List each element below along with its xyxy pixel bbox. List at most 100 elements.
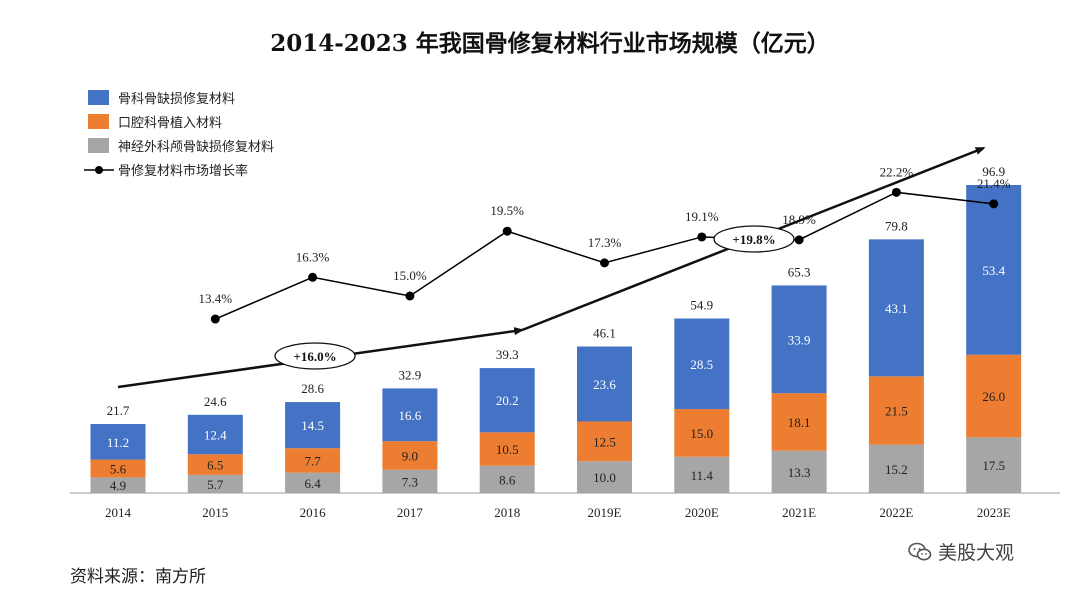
growth-point [600,258,609,268]
growth-label: 17.3% [588,235,622,250]
bar-value-label: 9.0 [402,448,418,463]
bar-value-label: 6.5 [207,458,223,473]
bar-value-label: 21.5 [885,404,908,419]
bar-total-label: 65.3 [788,264,811,279]
x-tick-label: 2016 [300,505,327,520]
growth-label: 21.4% [977,176,1011,191]
cagr-badge [713,225,795,253]
bar-value-label: 28.5 [690,357,713,372]
bar-value-label: 43.1 [885,301,908,316]
bar-segment [577,461,632,493]
bar-value-label: 7.7 [304,453,321,468]
legend-swatch [88,90,109,105]
legend-label: 神经外科颅骨缺损修复材料 [118,140,274,155]
watermark: 美股大观 [908,538,1014,565]
bar-value-label: 15.0 [690,426,713,441]
bar-value-label: 16.6 [399,408,422,423]
bar-total-label: 54.9 [690,297,713,312]
bar-segment [577,421,632,462]
bar-value-label: 4.9 [110,478,126,493]
bar-segment [90,459,146,478]
growth-label: 15.0% [393,268,427,283]
x-tick-label: 2021E [782,505,816,520]
growth-point [405,291,415,301]
bar-segment [868,239,924,377]
bar-value-label: 33.9 [788,332,811,347]
legend-swatch [88,114,109,129]
bar-value-label: 17.5 [982,458,1005,473]
bar-value-label: 20.2 [496,393,519,408]
bar-total-label: 24.6 [204,394,227,409]
bar-segment [577,346,632,422]
bar-segment [771,450,827,493]
plot-area: 4.95.6 11.2 21.7 2014 5.7 6.5 12.4 24.6 2015 6.4 7… [70,146,1060,520]
x-tick-label: 2018 [494,505,520,520]
legend-label: 骨科骨缺损修复材料 [118,92,235,107]
bar-segment [479,432,535,466]
bar-segment [479,368,535,433]
growth-point [697,232,707,242]
bar-segment [187,414,243,455]
cagr-label: +16.0% [293,349,336,364]
bar-value-label: 12.4 [204,428,227,443]
cagr-badge [274,342,356,370]
watermark-text: 美股大观 [938,542,1015,564]
bar-value-label: 10.5 [496,442,519,457]
legend-swatch [88,138,109,153]
x-tick-label: 2023E [977,505,1011,520]
growth-label: 19.1% [685,209,719,224]
bar-segment [285,402,341,449]
bar-segment [187,454,243,475]
bar-segment [771,393,827,451]
bar-segment [382,469,438,493]
bar-segment [479,465,535,493]
bar-value-label: 12.5 [593,434,616,449]
bar-segment [382,441,438,470]
wechat-icon [908,542,932,560]
bar-value-label: 18.1 [788,415,811,430]
bar-total-label: 96.9 [982,164,1005,179]
growth-label: 13.4% [199,291,233,306]
bar-total-label: 32.9 [399,367,422,382]
bar-total-label: 79.8 [885,218,908,233]
bar-value-label: 14.5 [301,418,324,433]
bar-segment [966,437,1022,493]
x-tick-label: 2022E [879,505,913,520]
growth-point [794,235,804,245]
bar-value-label: 10.0 [593,470,616,485]
bar-value-label: 23.6 [593,377,616,392]
x-tick-label: 2020E [685,505,719,520]
growth-point [989,199,999,209]
growth-label: 19.5% [490,203,524,218]
bar-value-label: 26.0 [982,389,1005,404]
legend-label: 骨修复材料市场增长率 [118,163,248,179]
bar-segment [382,388,438,442]
bar-segment [90,477,146,493]
growth-label: 16.3% [296,249,330,264]
bar-segment [771,285,827,394]
x-tick-label: 2014 [105,505,132,520]
bar-segment [674,318,730,410]
growth-point [210,314,220,324]
growth-point [891,187,901,197]
bar-segment [966,185,1022,355]
bar-segment [187,474,243,493]
bar-value-label: 6.4 [304,476,321,491]
bar-segment [868,444,924,493]
growth-point [502,226,512,236]
bar-value-label: 8.6 [499,472,516,487]
bar-total-label: 46.1 [593,325,616,340]
bar-segment [966,354,1022,438]
bar-value-label: 11.4 [691,468,714,483]
legend-marker [95,166,103,174]
bar-segment [868,376,924,445]
bar-segment [674,456,730,493]
bar-value-label: 7.3 [402,474,418,489]
cagr-label: +19.8% [732,232,775,247]
legend-label: 口腔科骨植入材料 [118,116,222,131]
bar-segment [90,424,146,460]
bar-total-label: 39.3 [496,347,519,362]
x-tick-label: 2019E [588,505,622,520]
